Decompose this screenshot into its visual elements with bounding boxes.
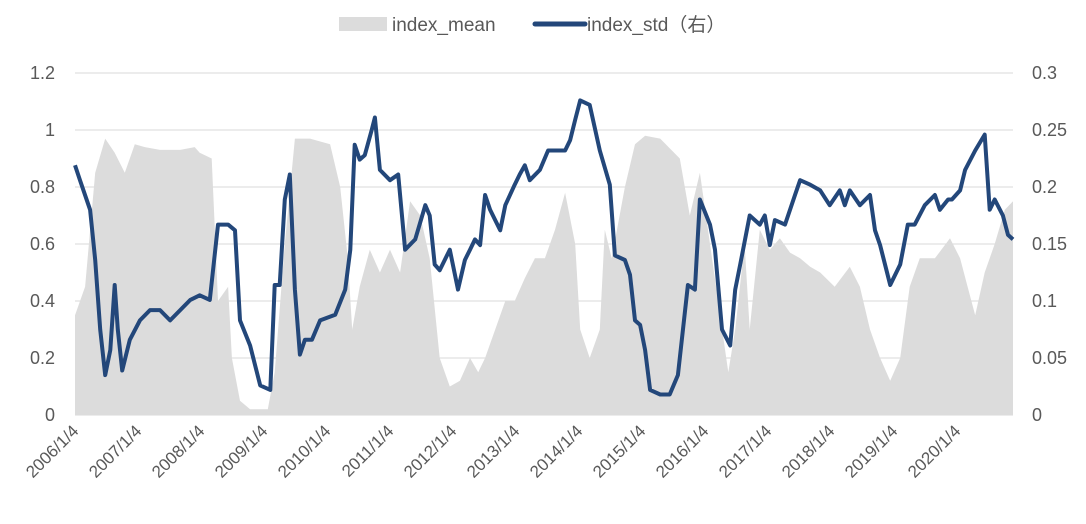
left-tick-label: 0.6 bbox=[30, 234, 55, 254]
x-axis-ticks: 2006/1/4 2007/1/4 2008/1/4 2009/1/4 2010/1/4… bbox=[22, 421, 964, 481]
right-tick-label: 0.1 bbox=[1032, 291, 1057, 311]
x-tick-label: 2018/1/4 bbox=[778, 421, 838, 481]
x-tick-label: 2015/1/4 bbox=[589, 421, 649, 481]
x-tick-label: 2011/1/4 bbox=[338, 421, 397, 480]
left-tick-label: 0 bbox=[45, 405, 55, 425]
legend-swatch-index-mean bbox=[339, 17, 387, 31]
legend-label-index-std: index_std（右） bbox=[587, 14, 725, 36]
x-tick-label: 2012/1/4 bbox=[400, 421, 460, 481]
left-tick-label: 0.8 bbox=[30, 177, 55, 197]
left-tick-label: 1.2 bbox=[30, 63, 55, 83]
right-tick-label: 0.2 bbox=[1032, 177, 1057, 197]
left-tick-label: 0.4 bbox=[30, 291, 55, 311]
x-tick-label: 2019/1/4 bbox=[841, 421, 901, 481]
x-tick-label: 2006/1/4 bbox=[22, 421, 82, 481]
right-tick-label: 0.25 bbox=[1032, 120, 1067, 140]
left-axis-ticks: 0 0.2 0.4 0.6 0.8 1 1.2 bbox=[30, 63, 55, 425]
legend-label-index-mean: index_mean bbox=[392, 15, 496, 36]
right-tick-label: 0.3 bbox=[1032, 63, 1057, 83]
legend: index_mean index_std（右） bbox=[339, 14, 725, 36]
x-tick-label: 2014/1/4 bbox=[526, 421, 586, 481]
x-tick-label: 2007/1/4 bbox=[85, 421, 145, 481]
x-tick-label: 2009/1/4 bbox=[211, 421, 271, 481]
right-tick-label: 0.05 bbox=[1032, 348, 1067, 368]
x-tick-label: 2016/1/4 bbox=[652, 421, 712, 481]
x-tick-label: 2010/1/4 bbox=[274, 421, 334, 481]
right-tick-label: 0 bbox=[1032, 405, 1042, 425]
x-tick-label: 2008/1/4 bbox=[148, 421, 208, 481]
right-tick-label: 0.15 bbox=[1032, 234, 1067, 254]
x-tick-label: 2017/1/4 bbox=[715, 421, 775, 481]
x-tick-label: 2020/1/4 bbox=[904, 421, 964, 481]
right-axis-ticks: 0 0.05 0.1 0.15 0.2 0.25 0.3 bbox=[1032, 63, 1067, 425]
left-tick-label: 0.2 bbox=[30, 348, 55, 368]
index-mean-area bbox=[75, 135, 1013, 415]
left-tick-label: 1 bbox=[45, 120, 55, 140]
x-tick-label: 2013/1/4 bbox=[463, 421, 523, 481]
index-std-line bbox=[73, 98, 1015, 397]
